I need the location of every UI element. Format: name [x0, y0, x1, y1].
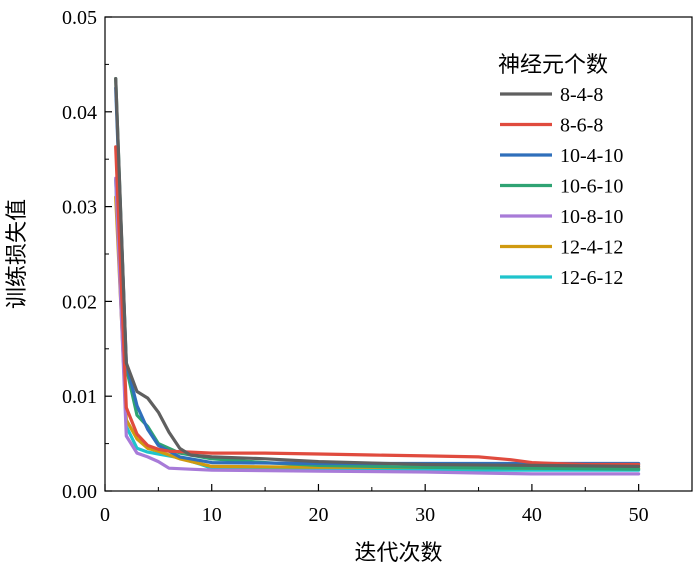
- legend-label: 10-4-10: [560, 145, 623, 167]
- legend: 神经元个数 8-4-8 8-6-8 10-4-10 10-6-10 10-8-10 12-…: [498, 52, 623, 289]
- y-tick-label: 0.01: [62, 386, 97, 408]
- x-tick-label: 10: [202, 504, 222, 526]
- x-tick-label: 0: [100, 504, 110, 526]
- legend-label: 10-8-10: [560, 206, 623, 228]
- series-line-10-8-10: [114, 176, 641, 476]
- x-tick-label: 50: [629, 504, 649, 526]
- y-tick-label: 0.00: [62, 481, 97, 503]
- plot-frame: [104, 16, 693, 492]
- y-tick-label: 0.03: [62, 197, 97, 219]
- legend-label: 8-6-8: [560, 115, 603, 137]
- series-line-8-4-8: [114, 77, 641, 468]
- legend-label: 12-6-12: [560, 267, 623, 289]
- legend-label: 12-4-12: [560, 237, 623, 259]
- series-line-8-6-8: [114, 145, 641, 467]
- ticks-layer: 0 10 20 30 40 50 0.00 0.01 0.02 0.03 0.04 0.05: [62, 7, 649, 526]
- x-tick-label: 30: [415, 504, 435, 526]
- series-layer: [114, 77, 641, 476]
- x-tick-label: 40: [522, 504, 542, 526]
- x-tick-label: 20: [308, 504, 328, 526]
- y-axis-label: 训练损失值: [4, 199, 29, 309]
- y-tick-label: 0.04: [62, 102, 97, 124]
- legend-label: 8-4-8: [560, 84, 603, 106]
- y-tick-label: 0.02: [62, 291, 97, 313]
- y-tick-label: 0.05: [62, 7, 97, 29]
- x-axis-label: 迭代次数: [354, 540, 442, 565]
- legend-title: 神经元个数: [498, 52, 608, 77]
- legend-label: 10-6-10: [560, 176, 623, 198]
